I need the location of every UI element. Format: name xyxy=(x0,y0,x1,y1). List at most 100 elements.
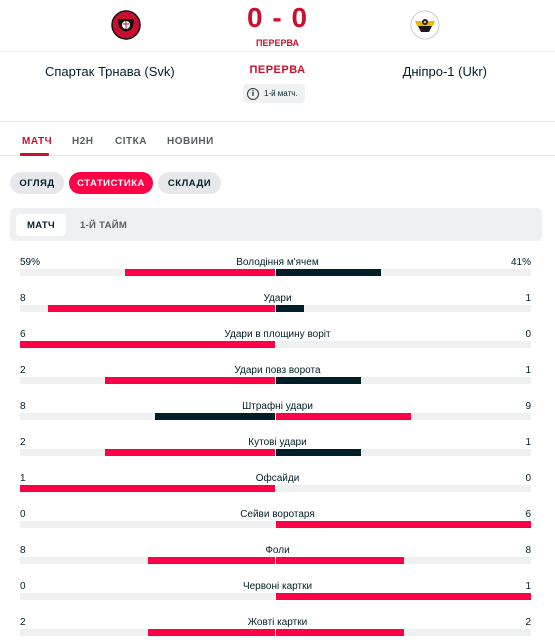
stat-row: 0 Червоні картки 1 xyxy=(0,581,555,609)
stat-label: Кутові удари xyxy=(248,437,307,448)
away-team-name[interactable]: Дніпро-1 (Ukr) xyxy=(402,64,487,79)
main-tabs: МАТЧ H2H СІТКА НОВИНИ xyxy=(0,130,555,156)
stat-row: 59% Володіння м'ячем 41% xyxy=(0,257,555,285)
stat-row: 8 Удари 1 xyxy=(0,293,555,321)
stat-home-bar xyxy=(104,449,275,456)
match-info-badge[interactable]: i 1-й матч. xyxy=(243,84,305,103)
stat-home-track xyxy=(20,485,275,492)
stat-label: Володіння м'ячем xyxy=(236,257,319,268)
stat-home-track xyxy=(20,341,275,348)
stat-away-track xyxy=(276,305,531,312)
header-divider xyxy=(0,51,555,52)
stat-label: Сейви воротаря xyxy=(240,509,315,520)
stat-away-value: 9 xyxy=(525,401,531,412)
stat-home-bar xyxy=(48,305,275,312)
stat-home-track xyxy=(20,557,275,564)
stat-home-bar xyxy=(20,485,275,492)
stat-home-value: 2 xyxy=(20,365,26,376)
stat-away-bar xyxy=(276,629,404,636)
info-icon: i xyxy=(247,87,259,100)
tab-bracket[interactable]: СІТКА xyxy=(115,136,147,147)
stat-away-value: 1 xyxy=(525,581,531,592)
stat-away-track xyxy=(276,629,531,636)
stat-row: 2 Удари повз ворота 1 xyxy=(0,365,555,393)
stat-label: Удари повз ворота xyxy=(234,365,321,376)
stat-home-value: 8 xyxy=(20,545,26,556)
stat-label: Штрафні удари xyxy=(242,401,313,412)
stat-row: 8 Штрафні удари 9 xyxy=(0,401,555,429)
stat-home-track xyxy=(20,305,275,312)
stat-row: 2 Кутові удари 1 xyxy=(0,437,555,465)
stat-home-bar xyxy=(147,629,275,636)
stat-away-bar xyxy=(276,305,305,312)
stat-home-bar xyxy=(124,269,275,276)
stat-home-value: 2 xyxy=(20,617,26,628)
home-team-name[interactable]: Спартак Трнава (Svk) xyxy=(45,64,175,79)
stat-away-value: 1 xyxy=(525,437,531,448)
stat-row: 0 Сейви воротаря 6 xyxy=(0,509,555,537)
stat-home-value: 2 xyxy=(20,437,26,448)
stat-away-bar xyxy=(276,377,361,384)
tab-match[interactable]: МАТЧ xyxy=(22,136,53,147)
subtab-lineups[interactable]: СКЛАДИ xyxy=(158,172,221,194)
period-match[interactable]: МАТЧ xyxy=(16,214,66,236)
stat-away-value: 8 xyxy=(525,545,531,556)
stat-home-track xyxy=(20,377,275,384)
stat-away-track xyxy=(276,269,531,276)
match-status-small: ПЕРЕРВА xyxy=(255,38,300,48)
stat-home-value: 6 xyxy=(20,329,26,340)
stat-away-track xyxy=(276,413,531,420)
stat-away-bar xyxy=(276,593,531,600)
match-header: 0 - 0 ПЕРЕРВА Спартак Трнава (Svk) ПЕРЕР… xyxy=(0,0,555,122)
stat-home-bar xyxy=(147,557,275,564)
match-status: ПЕРЕРВА xyxy=(249,64,306,76)
match-info-text: 1-й матч. xyxy=(264,89,298,98)
stat-away-bar xyxy=(276,521,531,528)
stat-away-track xyxy=(276,521,531,528)
stat-row: 1 Офсайди 0 xyxy=(0,473,555,501)
stat-home-bar xyxy=(154,413,275,420)
active-tab-indicator xyxy=(20,153,49,156)
stat-away-value: 1 xyxy=(525,365,531,376)
stat-away-track xyxy=(276,557,531,564)
subtab-overview[interactable]: ОГЛЯД xyxy=(10,172,64,194)
stat-label: Удари в площину воріт xyxy=(224,329,331,340)
stat-label: Фоли xyxy=(265,545,290,556)
stat-home-value: 8 xyxy=(20,293,26,304)
stat-home-track xyxy=(20,449,275,456)
period-selector: МАТЧ 1-Й ТАЙМ xyxy=(10,208,542,241)
stat-away-value: 41% xyxy=(510,257,531,268)
stat-label: Жовті картки xyxy=(247,617,308,628)
stat-label: Удари xyxy=(263,293,292,304)
stat-home-track xyxy=(20,521,275,528)
period-first-half[interactable]: 1-Й ТАЙМ xyxy=(80,219,128,231)
stat-label: Офсайди xyxy=(255,473,300,484)
tab-news[interactable]: НОВИНИ xyxy=(167,136,214,147)
stat-home-track xyxy=(20,269,275,276)
stat-label: Червоні картки xyxy=(242,581,313,592)
stat-away-bar xyxy=(276,557,404,564)
stat-away-track xyxy=(276,341,531,348)
away-team-logo[interactable] xyxy=(410,10,440,40)
stat-away-track xyxy=(276,449,531,456)
stat-away-value: 6 xyxy=(525,509,531,520)
stat-away-bar xyxy=(276,269,381,276)
stat-home-track xyxy=(20,593,275,600)
stat-home-value: 0 xyxy=(20,509,26,520)
tab-h2h[interactable]: H2H xyxy=(72,136,94,147)
stat-home-value: 59% xyxy=(20,257,41,268)
subtab-statistics[interactable]: СТАТИСТИКА xyxy=(69,172,153,194)
stat-row: 6 Удари в площину воріт 0 xyxy=(0,329,555,357)
stat-away-track xyxy=(276,377,531,384)
stat-home-value: 1 xyxy=(20,473,26,484)
stat-home-value: 0 xyxy=(20,581,26,592)
stat-home-track xyxy=(20,413,275,420)
stat-row: 8 Фоли 8 xyxy=(0,545,555,573)
stat-away-track xyxy=(276,593,531,600)
home-team-logo[interactable] xyxy=(111,10,141,40)
stat-away-value: 2 xyxy=(525,617,531,628)
stat-away-bar xyxy=(276,413,411,420)
stat-home-bar xyxy=(20,341,275,348)
stat-away-value: 0 xyxy=(525,329,531,340)
score: 0 - 0 xyxy=(246,2,309,33)
